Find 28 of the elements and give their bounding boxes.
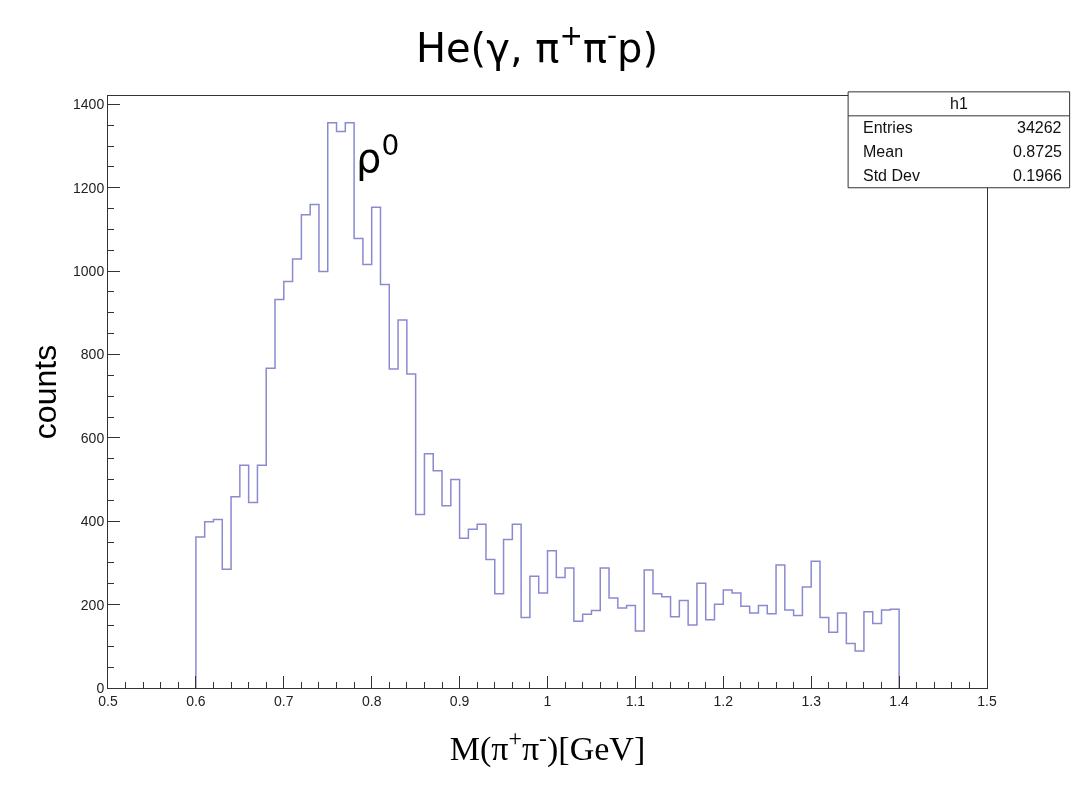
x-tick-label: 1: [543, 692, 552, 709]
x-tick-label: 0.8: [361, 692, 382, 709]
y-axis-title: counts: [27, 344, 64, 440]
y-tick-label: 400: [80, 513, 105, 530]
annotation: h1: [950, 95, 968, 112]
y-tick-label: 200: [80, 596, 105, 613]
x-axis-title: M(π$^{+}$π$^{-}$)[GeV]: [449, 724, 646, 769]
annotation: ρ$^{0}$: [356, 129, 400, 181]
x-tick-label: 1.3: [801, 692, 822, 709]
y-tick-label: 1000: [73, 263, 105, 279]
y-tick-label: 600: [80, 429, 105, 446]
x-tick-label: 0.6: [186, 692, 206, 709]
annotation: Mean: [863, 143, 904, 160]
x-tick-label: 0.9: [449, 692, 470, 709]
x-tick-label: 1.4: [889, 692, 910, 709]
annotation: Entries: [863, 119, 913, 136]
x-tick-label: 1.2: [713, 692, 734, 709]
annotation: Std Dev: [863, 167, 920, 184]
text: 34262: [1017, 119, 1062, 136]
y-tick-label: 1200: [73, 179, 105, 196]
x-tick-label: 1.1: [625, 692, 646, 709]
x-tick-label: 1.5: [977, 692, 997, 709]
x-tick-label: 0.7: [274, 692, 294, 709]
text: 0.1966: [1013, 167, 1063, 184]
chart-title: He(γ, π$^{+}$π$^{-}$p): [415, 19, 659, 72]
y-tick-label: 800: [80, 346, 105, 363]
text: 0.8725: [1013, 143, 1063, 160]
y-tick-label: 1400: [73, 96, 105, 113]
